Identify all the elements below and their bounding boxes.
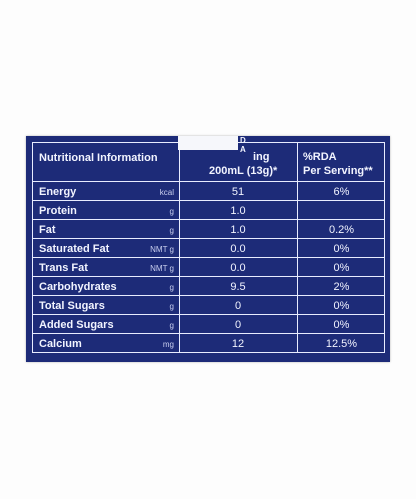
col-divider-2: [297, 143, 298, 352]
row-divider: [33, 219, 384, 220]
nutrition-table: Nutritional Information ing 200mL (13g)*…: [32, 142, 385, 353]
nutrient-row: Energy kcal 51 6%: [33, 182, 384, 201]
table-title: Nutritional Information: [39, 152, 158, 164]
nutrient-value: 1.0: [230, 224, 246, 236]
col-rda-line1: %RDA: [303, 151, 337, 163]
nutrient-unit: kcal: [159, 188, 174, 197]
packaging-window: [178, 136, 238, 150]
nutrient-value: 12: [231, 338, 245, 350]
nutrient-rda: 0.2%: [328, 224, 355, 236]
nutrient-row: Calcium mg 12 12.5%: [33, 334, 384, 353]
nutrient-rda: 0%: [333, 262, 350, 274]
nutrition-panel: Nutritional Information ing 200mL (13g)*…: [26, 136, 390, 362]
nutrient-unit: NMT g: [150, 264, 174, 273]
nutrient-row: Total Sugars g 0 0%: [33, 296, 384, 315]
row-divider: [33, 200, 384, 201]
nutrient-value: 0: [234, 300, 242, 312]
nutrient-value: 0.0: [230, 262, 246, 274]
nutrient-name: Total Sugars: [39, 300, 105, 312]
nutrient-row: Carbohydrates g 9.5 2%: [33, 277, 384, 296]
row-divider: [33, 314, 384, 315]
col-divider-1: [179, 143, 180, 352]
nutrient-value: 0.0: [230, 243, 246, 255]
nutrient-name: Saturated Fat: [39, 243, 110, 255]
nutrient-row: Fat g 1.0 0.2%: [33, 220, 384, 239]
nutrient-unit: g: [169, 283, 174, 292]
nutrient-row: Protein g 1.0: [33, 201, 384, 220]
nutrient-name: Added Sugars: [39, 319, 114, 331]
nutrient-value: 9.5: [230, 281, 246, 293]
nutrient-rda: 12.5%: [325, 338, 358, 350]
nutrient-unit: g: [169, 207, 174, 216]
nutrient-row: Added Sugars g 0 0%: [33, 315, 384, 334]
nutrient-rda: 6%: [333, 186, 350, 198]
nutrient-name: Fat: [39, 224, 56, 236]
nutrient-row: Trans Fat NMT g 0.0 0%: [33, 258, 384, 277]
col-serving-line2: 200mL (13g)*: [209, 165, 278, 177]
row-divider: [33, 295, 384, 296]
header-divider: [33, 181, 384, 182]
row-divider: [33, 257, 384, 258]
packaging-fragment: D A: [240, 136, 246, 154]
nutrient-unit: g: [169, 302, 174, 311]
nutrient-name: Energy: [39, 186, 77, 198]
nutrient-row: Saturated Fat NMT g 0.0 0%: [33, 239, 384, 258]
nutrient-value: 51: [231, 186, 245, 198]
nutrient-rda: 0%: [333, 243, 350, 255]
nutrient-name: Protein: [39, 205, 77, 217]
nutrient-unit: g: [169, 321, 174, 330]
nutrient-unit: NMT g: [150, 245, 174, 254]
col-serving-line1: ing: [253, 151, 270, 163]
nutrient-name: Calcium: [39, 338, 82, 350]
row-divider: [33, 276, 384, 277]
nutrient-value: 1.0: [230, 205, 246, 217]
nutrient-unit: g: [169, 226, 174, 235]
nutrient-value: 0: [234, 319, 242, 331]
nutrient-name: Carbohydrates: [39, 281, 117, 293]
nutrient-unit: mg: [162, 340, 174, 349]
nutrient-name: Trans Fat: [39, 262, 88, 274]
nutrient-rda: 0%: [333, 300, 350, 312]
col-rda-line2: Per Serving**: [303, 165, 373, 177]
row-divider: [33, 333, 384, 334]
nutrient-rda: 2%: [333, 281, 350, 293]
nutrient-rda: 0%: [333, 319, 350, 331]
row-divider: [33, 238, 384, 239]
